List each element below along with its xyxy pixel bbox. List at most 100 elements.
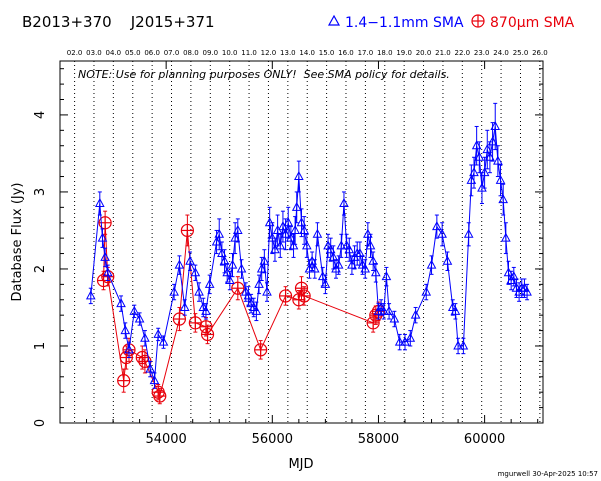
plot-frame [59,60,544,424]
blue-data-point [240,286,251,296]
blue-data-point [194,286,204,296]
top-year-label: 06.0 [144,49,160,57]
top-year-label: 10.0 [222,49,238,57]
blue-data-point [328,251,339,261]
blue-data-point [299,224,309,234]
blue-data-point [471,140,482,150]
top-year-label: 18.0 [377,49,393,57]
blue-data-point [296,217,307,227]
blue-data-point [262,286,272,296]
x-axis-label: MJD [288,457,313,472]
red-data-point [117,374,131,388]
blue-data-point [288,240,299,250]
blue-data-point [495,174,506,184]
blue-data-point [485,151,495,161]
blue-data-point [232,224,243,234]
blue-data-point [339,197,349,207]
blue-data-point [482,144,493,154]
red-data-point [294,281,309,295]
blue-data-point [264,217,275,227]
blue-data-point [360,263,371,273]
top-year-labels: 02.0 03.0 04.0 05.0 06.0 07.0 08.0 09.0 10.0 11.0… [67,49,548,57]
blue-data-point [442,255,453,265]
blue-data-point [225,274,235,285]
blue-data-point [437,228,447,238]
blue-data-point [259,255,270,265]
top-year-label: 09.0 [203,49,219,57]
blue-data-point [503,267,514,277]
blue-data-point [432,221,442,231]
blue-data-point [363,228,373,238]
blue-data-point [256,263,267,273]
blue-data-point [198,301,209,311]
blue-data-point [333,259,344,269]
blue-data-point [120,325,131,335]
top-year-label: 24.0 [493,49,509,57]
blue-data-point [410,309,421,319]
top-year-label: 19.0 [396,49,412,57]
blue-data-point [214,228,225,238]
blue-data-point [511,282,522,292]
legend-blue-label: 1.4−1.1mm SMA [345,15,464,31]
axis-ticks: 54000 56000 58000 60000 0 1 2 3 4 [33,61,543,447]
blue-data-point [185,255,195,265]
footer-credit: mgurwell 30-Apr-2025 10:57 [498,470,598,478]
blue-data-point [487,136,498,146]
blue-data-point [236,263,247,273]
blue-data-point [317,271,328,281]
top-year-label: 13.0 [280,49,296,57]
blue-data-point [344,244,355,254]
blue-data-point [140,332,150,342]
blue-data-point [493,155,503,165]
blue-data-point [134,313,145,323]
blue-data-point [230,232,240,242]
blue-data-point [320,278,331,288]
blue-data-point [498,194,509,204]
blue-data-point [222,267,233,277]
blue-data-point [378,305,389,315]
blue-data-point [290,224,300,234]
blue-data-point [384,305,394,315]
blue-data-point [280,228,291,238]
blue-data-point [490,120,501,130]
blue-data-point [381,271,392,281]
top-year-label: 04.0 [106,49,122,57]
blue-series-line [90,126,528,381]
blue-data-point [174,259,185,269]
top-year-label: 08.0 [183,49,199,57]
blue-data-point [453,340,463,350]
blue-data-point [254,278,264,288]
x-tick-label: 56000 [252,432,293,447]
top-year-label: 20.0 [416,49,432,57]
blue-data-point [129,305,140,315]
x-tick-label: 60000 [464,432,505,447]
legend-triangle-marker [327,14,341,26]
source-names: B2013+370 J2015+371 [22,13,215,31]
blue-data-point [227,259,238,269]
top-year-label: 23.0 [474,49,490,57]
top-year-label: 21.0 [435,49,451,57]
blue-data-point [405,332,416,342]
red-data-point [153,389,167,403]
x-tick-label: 54000 [145,432,186,447]
blue-data-point [357,259,368,269]
blue-data-point [421,286,432,296]
top-year-label: 17.0 [358,49,374,57]
top-year-label: 07.0 [164,49,180,57]
blue-data-point [102,267,113,277]
top-year-label: 02.0 [67,49,83,57]
blue-data-point [325,244,336,254]
blue-data-point [368,255,378,265]
blue-data-point [251,305,262,315]
blue-data-point [100,251,110,261]
blue-data-point [426,259,437,269]
y-tick-label: 3 [33,188,48,196]
blue-data-point [94,197,105,207]
blue-data-point [85,290,96,300]
blue-data-point [124,344,134,354]
top-year-label: 26.0 [532,49,548,57]
red-data-point [231,281,245,295]
blue-data-point [469,167,479,177]
blue-data-point [394,336,405,346]
